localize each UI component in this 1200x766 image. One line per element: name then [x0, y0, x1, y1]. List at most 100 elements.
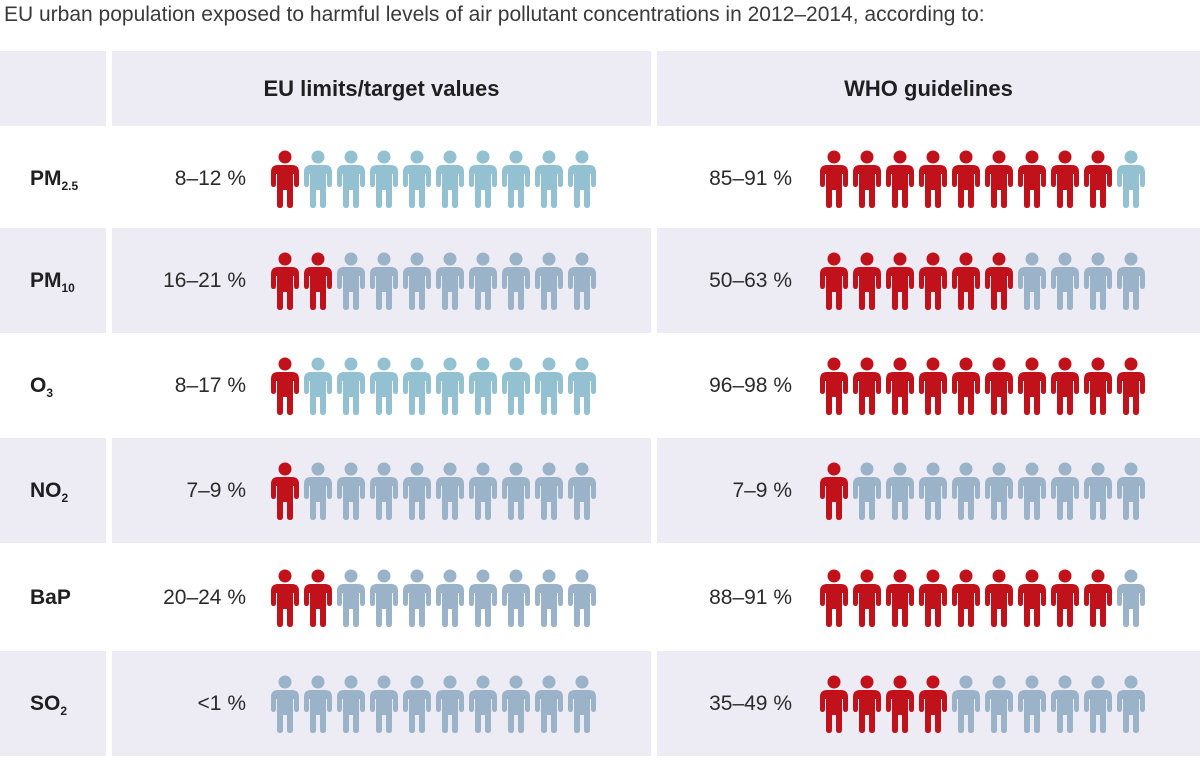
person-icon [1117, 569, 1145, 627]
person-icon [436, 357, 464, 415]
table-row: PM10 16–21 % 50–63 % [0, 228, 1200, 333]
column-header-eu: EU limits/target values [263, 76, 500, 101]
row-cell-bg [0, 651, 106, 756]
pictogram [271, 150, 596, 208]
person-icon-exposed [919, 357, 947, 415]
pollutant-subscript: 10 [61, 281, 75, 295]
person-icon-exposed [1018, 357, 1046, 415]
who-percentage-label: 88–91 % [709, 586, 792, 609]
person-icon [304, 462, 332, 520]
person-icon [403, 252, 431, 310]
pollutant-label: NO2 [30, 438, 68, 543]
pollutant-subscript: 3 [46, 386, 54, 400]
person-icon-exposed [1051, 569, 1079, 627]
column-header-who: WHO guidelines [844, 76, 1013, 101]
person-icon [469, 569, 497, 627]
person-icon [853, 462, 881, 520]
table-row: PM2.5 8–12 % 85–91 % [0, 126, 1200, 231]
row-cell-bg [0, 438, 106, 543]
person-icon-exposed [985, 252, 1013, 310]
person-icon [1084, 675, 1112, 733]
person-icon [1117, 675, 1145, 733]
person-icon-exposed [919, 675, 947, 733]
person-icon [1051, 252, 1079, 310]
eu-pictogram [271, 252, 596, 310]
person-icon [337, 569, 365, 627]
person-icon [1084, 252, 1112, 310]
person-icon [403, 569, 431, 627]
person-icon-exposed [820, 150, 848, 208]
person-icon [1117, 150, 1145, 208]
person-icon [469, 675, 497, 733]
person-icon [304, 357, 332, 415]
pictogram [271, 675, 596, 733]
pollutant-label: BaP [30, 545, 71, 650]
person-icon-exposed [919, 150, 947, 208]
person-icon [1084, 462, 1112, 520]
eu-pictogram [271, 357, 596, 415]
person-icon-exposed [271, 357, 299, 415]
pollutant-subscript: 2.5 [61, 179, 79, 193]
person-icon [502, 675, 530, 733]
person-icon-exposed [820, 357, 848, 415]
person-icon-exposed [820, 675, 848, 733]
person-icon-exposed [820, 569, 848, 627]
pollutant-subscript: 2 [60, 704, 68, 718]
person-icon [337, 357, 365, 415]
person-icon-exposed [1084, 357, 1112, 415]
person-icon [568, 675, 596, 733]
person-icon [1051, 462, 1079, 520]
person-icon [535, 252, 563, 310]
person-icon [985, 462, 1013, 520]
who-pictogram [820, 252, 1145, 310]
table-row: SO2 <1 % 35–49 % [0, 651, 1200, 756]
who-pictogram [820, 357, 1145, 415]
person-icon-exposed [1084, 569, 1112, 627]
person-icon [1018, 462, 1046, 520]
row-cell-bg [0, 228, 106, 333]
header-blank-cell [0, 51, 106, 126]
person-icon [469, 252, 497, 310]
person-icon [535, 357, 563, 415]
who-percentage-label: 96–98 % [709, 374, 792, 397]
person-icon-exposed [1018, 569, 1046, 627]
person-icon [370, 569, 398, 627]
chart-title: EU urban population exposed to harmful l… [4, 3, 985, 26]
person-icon [370, 357, 398, 415]
person-icon-exposed [952, 357, 980, 415]
pictogram [271, 357, 596, 415]
person-icon [1051, 675, 1079, 733]
person-icon-exposed [985, 150, 1013, 208]
person-icon-exposed [886, 252, 914, 310]
person-icon [337, 462, 365, 520]
person-icon [436, 252, 464, 310]
eu-pictogram [271, 462, 596, 520]
header-eu-cell [112, 51, 651, 126]
person-icon-exposed [919, 252, 947, 310]
person-icon-exposed [1051, 357, 1079, 415]
person-icon [370, 675, 398, 733]
person-icon [502, 357, 530, 415]
table-row: O3 8–17 % 96–98 % [0, 333, 1200, 438]
person-icon [337, 675, 365, 733]
pictogram [820, 675, 1145, 733]
person-icon [403, 357, 431, 415]
person-icon [568, 150, 596, 208]
eu-pictogram [271, 569, 596, 627]
eu-percentage-label: <1 % [197, 692, 246, 715]
person-icon-exposed [886, 150, 914, 208]
who-pictogram [820, 150, 1145, 208]
pictogram [820, 150, 1145, 208]
person-icon-exposed [820, 252, 848, 310]
person-icon [919, 462, 947, 520]
person-icon [1117, 252, 1145, 310]
person-icon [1117, 462, 1145, 520]
eu-pictogram [271, 150, 596, 208]
person-icon-exposed [271, 150, 299, 208]
pollutant-label: SO2 [30, 651, 67, 756]
eu-percentage-label: 7–9 % [186, 479, 246, 502]
person-icon [469, 462, 497, 520]
pollutant-label: PM10 [30, 228, 75, 333]
pollutant-name: NO [30, 479, 62, 502]
person-icon [1018, 252, 1046, 310]
